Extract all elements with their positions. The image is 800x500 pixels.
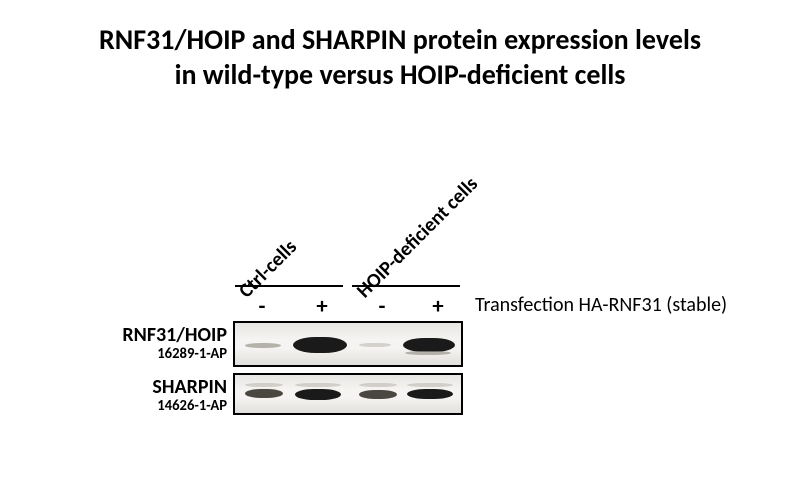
- transfection-label: Transfection HA-RNF31 (stable): [475, 293, 727, 317]
- blot-band: [405, 351, 451, 355]
- catalog-number: 16289-1-AP: [122, 346, 227, 361]
- title-line-1: RNF31/HOIP and SHARPIN protein expressio…: [0, 22, 800, 57]
- lane-sign: -: [253, 292, 271, 320]
- blot-band: [359, 343, 391, 347]
- blot-band: [407, 389, 453, 399]
- blot-band: [359, 390, 397, 399]
- antibody-name: RNF31/HOIP: [122, 325, 227, 346]
- blot-band: [245, 343, 281, 348]
- figure-title: RNF31/HOIP and SHARPIN protein expressio…: [0, 0, 800, 92]
- blot-band: [293, 337, 347, 353]
- title-line-2: in wild-type versus HOIP-deficient cells: [0, 57, 800, 92]
- lane-sign: -: [373, 292, 391, 320]
- blot-band: [295, 383, 341, 387]
- group-label: HOIP-deficient cells: [352, 172, 483, 303]
- antibody-name: SHARPIN: [152, 377, 227, 398]
- lane-sign: +: [313, 292, 331, 320]
- blot-band: [245, 383, 283, 387]
- blot-row: [233, 373, 463, 415]
- blot-band: [295, 389, 341, 400]
- blot-row-label: SHARPIN14626-1-AP: [152, 377, 227, 413]
- catalog-number: 14626-1-AP: [152, 398, 227, 413]
- western-blot-figure: Ctrl-cellsHOIP-deficient cells-+-+Transf…: [115, 95, 685, 485]
- blot-row: [233, 321, 463, 367]
- lane-sign: +: [429, 292, 447, 320]
- blot-row-label: RNF31/HOIP16289-1-AP: [122, 325, 227, 361]
- blot-band: [245, 389, 283, 398]
- blot-band: [407, 383, 453, 387]
- blot-band: [359, 383, 397, 387]
- blot-band: [403, 338, 455, 352]
